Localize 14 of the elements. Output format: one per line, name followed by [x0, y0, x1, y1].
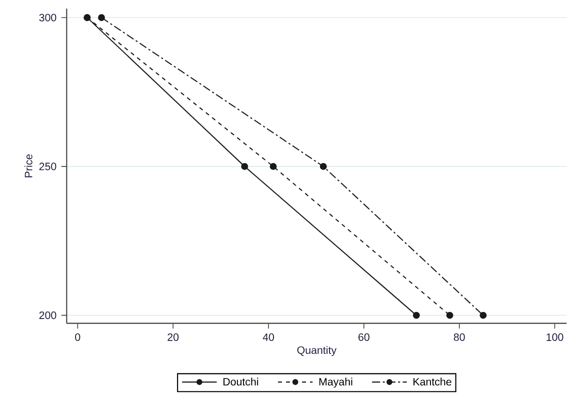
y-tick-label: 300 — [39, 14, 56, 22]
x-tick-label: 100 — [546, 333, 564, 341]
x-tick-label: 40 — [262, 333, 274, 341]
x-tick-label: 80 — [454, 333, 465, 341]
legend-label: Kantche — [414, 378, 452, 386]
x-tick-label: 0 — [75, 333, 80, 341]
legend-label: Mayahi — [319, 378, 352, 388]
y-tick-label: 250 — [39, 162, 56, 170]
x-tick-label: 20 — [168, 333, 179, 341]
x-axis-title: Quantity — [297, 346, 337, 356]
x-tick-label: 60 — [358, 333, 370, 341]
y-axis-title: Price — [24, 154, 32, 178]
legend-label: Doutchi — [224, 378, 258, 386]
y-tick-label: 200 — [39, 312, 56, 320]
